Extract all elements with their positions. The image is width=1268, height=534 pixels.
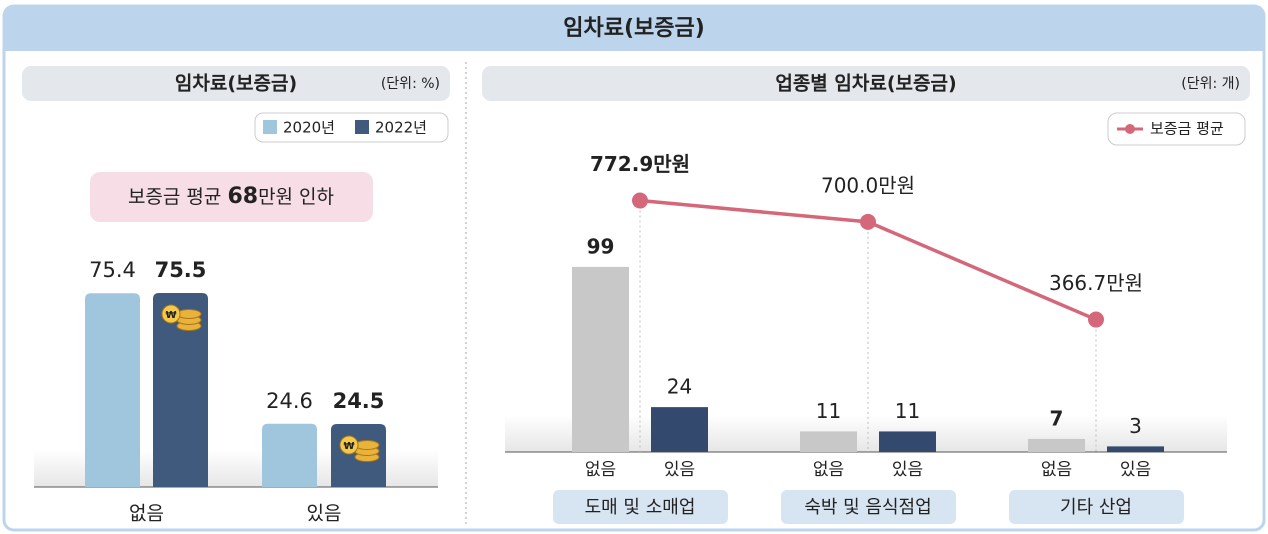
value-label: 7 bbox=[1050, 406, 1064, 430]
value-label: 700.0만원 bbox=[821, 173, 915, 197]
category-box bbox=[553, 490, 728, 524]
panel-header bbox=[482, 66, 1250, 101]
legend-swatch bbox=[263, 120, 277, 134]
x-tick-label: 없음 bbox=[129, 503, 164, 525]
header-band bbox=[5, 6, 1263, 51]
bar bbox=[262, 423, 317, 487]
coin-icon: ₩ bbox=[343, 441, 354, 452]
line-marker bbox=[860, 213, 876, 230]
bar bbox=[800, 431, 857, 452]
value-label: 24.5 bbox=[333, 389, 385, 413]
coin-icon: ₩ bbox=[165, 310, 176, 321]
value-label: 75.5 bbox=[155, 258, 207, 282]
x-sub-label: 있음 bbox=[1120, 460, 1151, 480]
x-tick-label: 숙박 및 음식점업 bbox=[804, 497, 931, 518]
coin-icon bbox=[354, 440, 380, 451]
value-label: 24.6 bbox=[266, 389, 313, 413]
annotation-text: 만원 인하 bbox=[258, 186, 334, 208]
panel-title: 임차료(보증금) bbox=[175, 73, 297, 95]
panel-title: 업종별 임차료(보증금) bbox=[775, 73, 956, 95]
bar bbox=[85, 293, 140, 487]
x-tick-label: 기타 산업 bbox=[1060, 497, 1132, 518]
annotation-text: 보증금 평균 bbox=[128, 186, 227, 208]
bar bbox=[572, 266, 629, 452]
x-sub-label: 있음 bbox=[664, 460, 695, 480]
bar bbox=[1107, 446, 1164, 452]
bar bbox=[1028, 438, 1085, 452]
bar bbox=[879, 431, 936, 452]
legend-label: 2022년 bbox=[375, 119, 427, 137]
value-label: 99 bbox=[587, 234, 615, 258]
value-label: 3 bbox=[1129, 414, 1142, 438]
unit-label: (단위: %) bbox=[381, 76, 440, 92]
category-box bbox=[1009, 490, 1184, 524]
bar bbox=[153, 292, 208, 487]
legend-marker bbox=[1125, 124, 1135, 134]
x-sub-label: 없음 bbox=[813, 460, 844, 480]
x-tick-label: 있음 bbox=[307, 503, 342, 525]
legend-label: 보증금 평균 bbox=[1150, 120, 1224, 138]
value-label: 772.9만원 bbox=[590, 152, 690, 176]
value-label: 366.7만원 bbox=[1049, 271, 1143, 295]
legend-label: 2020년 bbox=[283, 119, 335, 137]
line-marker bbox=[1088, 311, 1104, 328]
legend-box bbox=[1107, 112, 1246, 146]
line-marker bbox=[632, 192, 648, 209]
main-title: 임차료(보증금) bbox=[563, 16, 705, 41]
value-label: 11 bbox=[816, 399, 841, 423]
unit-label: (단위: 개) bbox=[1181, 76, 1240, 92]
x-sub-label: 없음 bbox=[1041, 460, 1072, 480]
x-sub-label: 있음 bbox=[892, 460, 923, 480]
legend-box bbox=[254, 112, 449, 143]
annotation: 보증금 평균 68만원 인하 bbox=[128, 184, 334, 209]
value-label: 11 bbox=[895, 399, 920, 423]
legend-swatch bbox=[355, 120, 369, 134]
value-label: 24 bbox=[667, 375, 692, 399]
coin-icon bbox=[161, 304, 181, 324]
x-sub-label: 없음 bbox=[585, 460, 616, 480]
x-tick-label: 도매 및 소매업 bbox=[585, 497, 696, 518]
annotation-box bbox=[90, 172, 373, 222]
coin-icon bbox=[339, 435, 359, 455]
bar bbox=[651, 407, 708, 452]
annotation-value: 68 bbox=[227, 184, 258, 209]
panel-header bbox=[22, 66, 450, 101]
category-box bbox=[781, 490, 956, 524]
coin-icon bbox=[176, 308, 202, 319]
value-label: 75.4 bbox=[89, 258, 136, 282]
